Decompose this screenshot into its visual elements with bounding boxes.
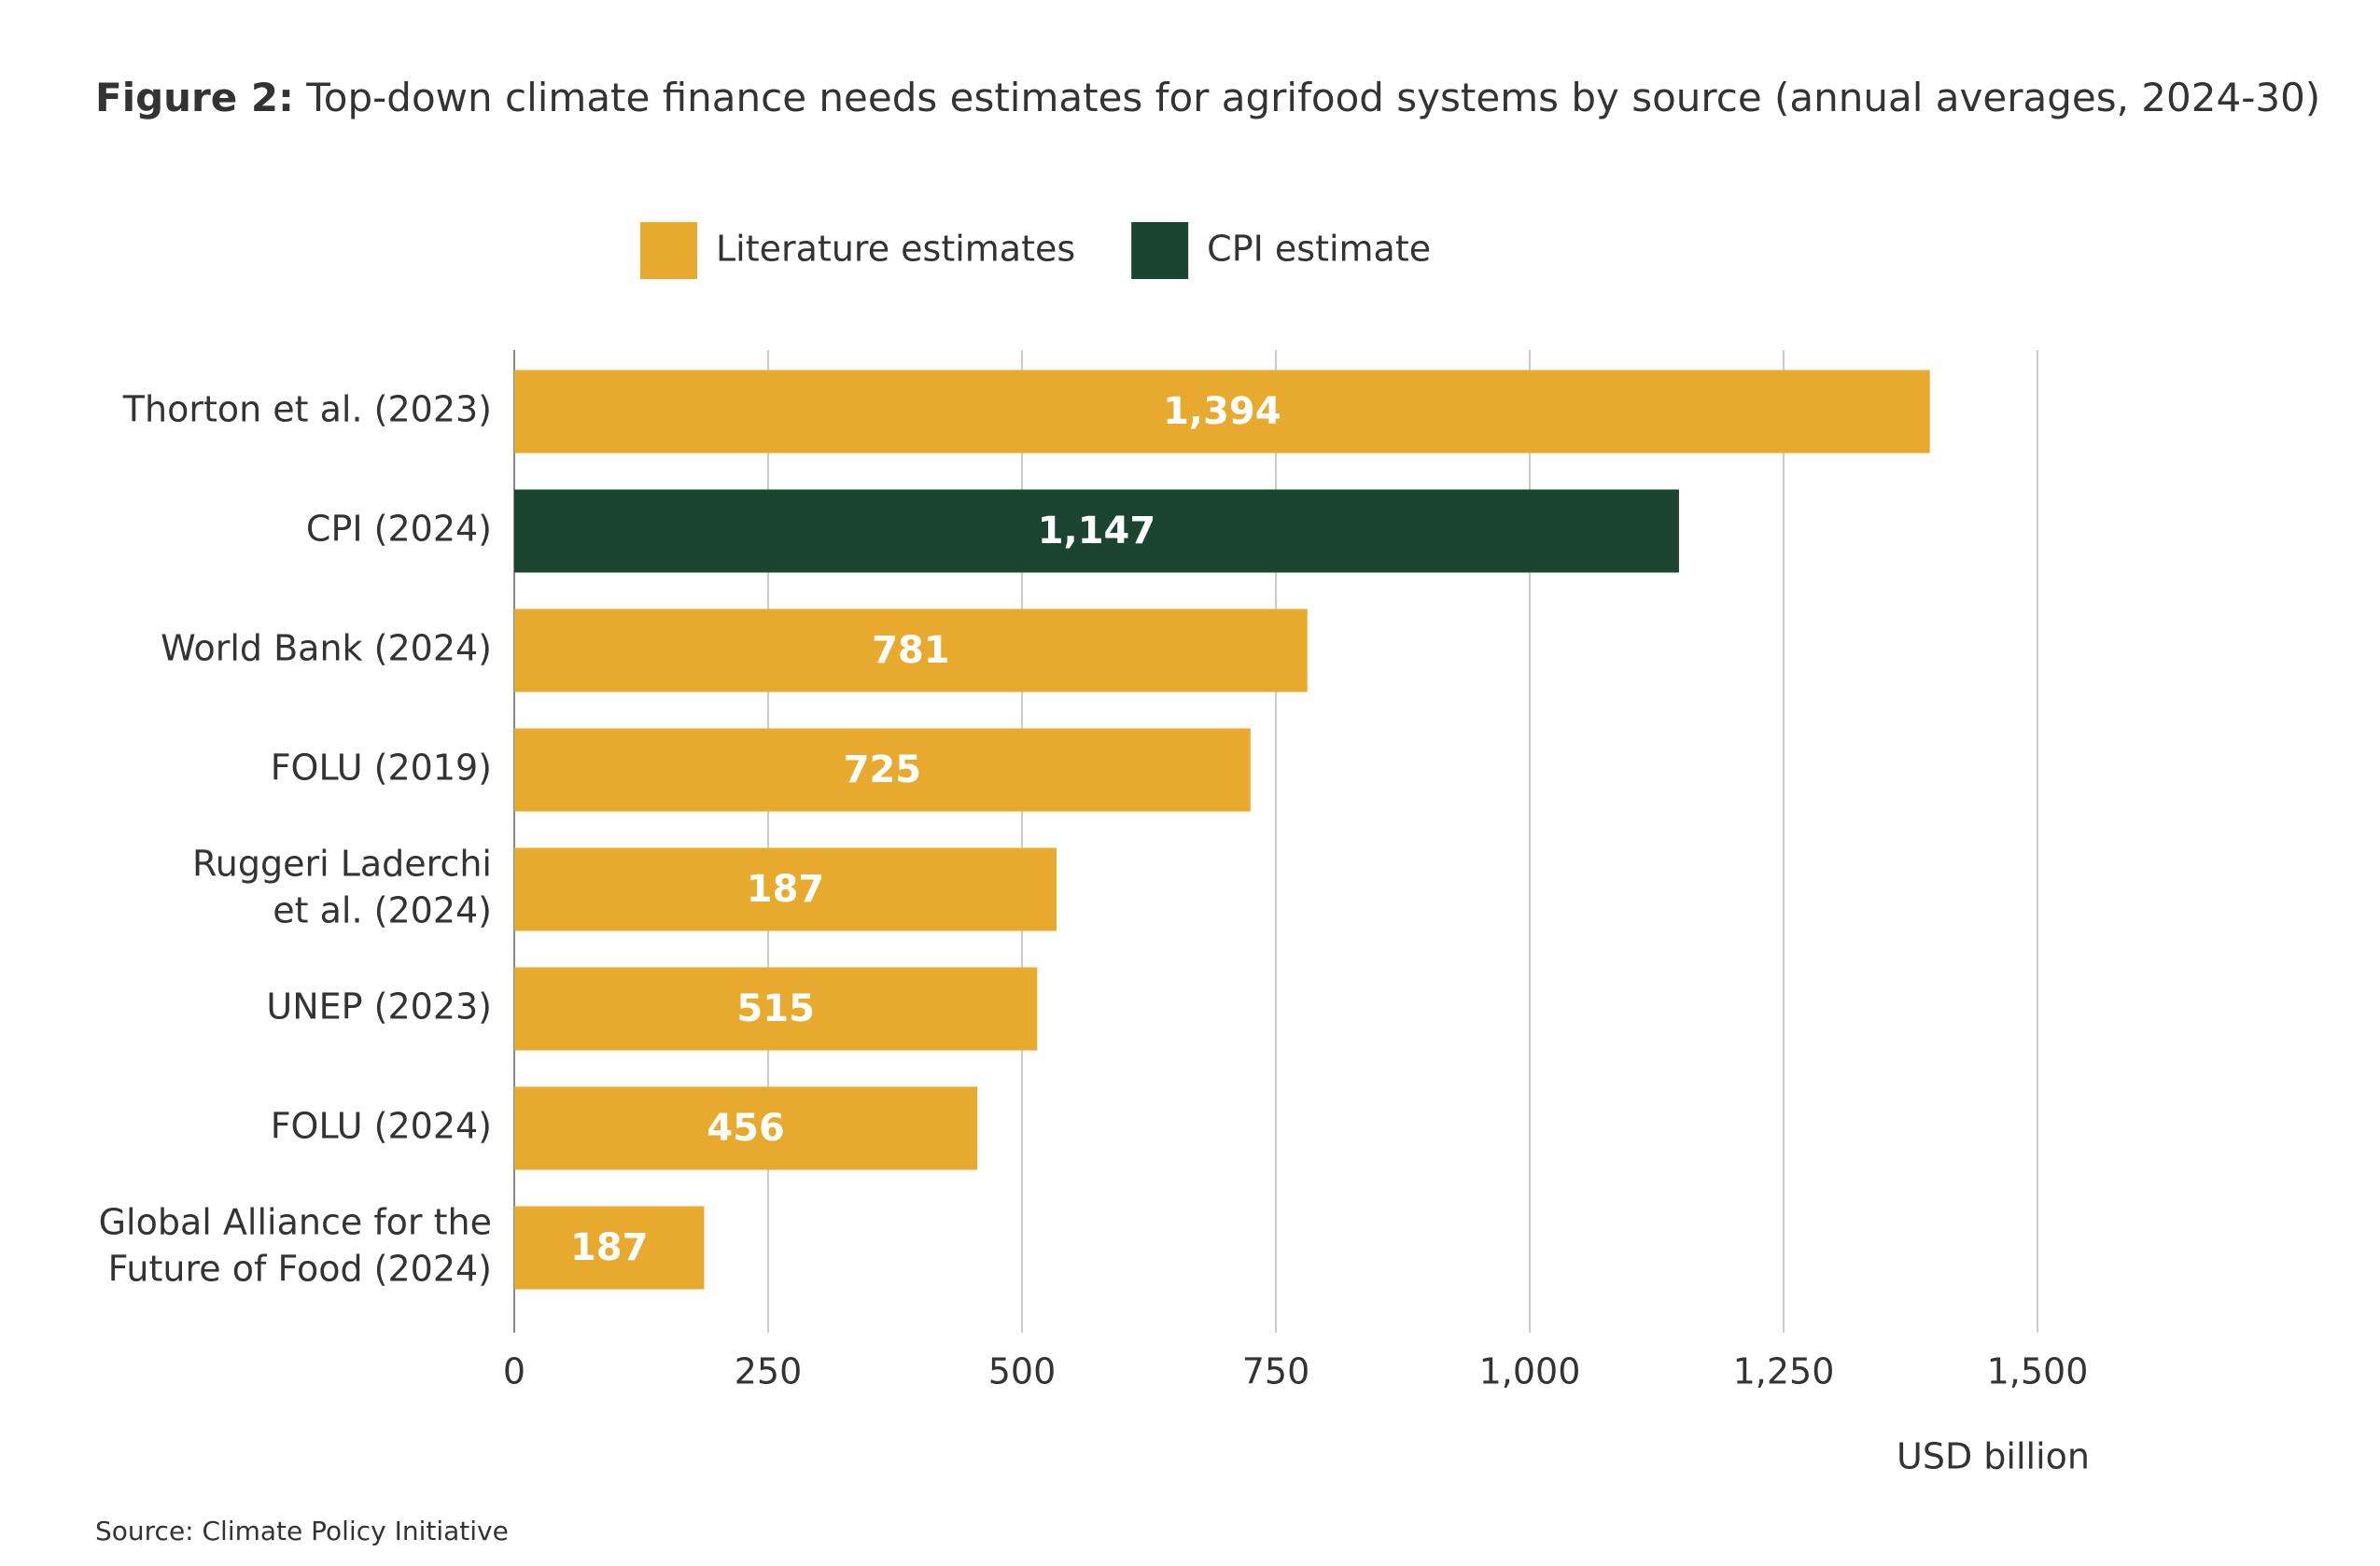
legend-label: CPI estimate [1207,229,1431,270]
y-tick-label: Future of Food (2024) [108,1249,492,1290]
legend-swatch [1131,222,1189,279]
bar [514,728,1251,812]
x-tick-label: 1,000 [1479,1351,1581,1392]
x-axis-label: USD billion [1897,1436,2090,1477]
bar [514,370,1930,454]
x-tick-label: 1,500 [1987,1351,2089,1392]
y-tick-label: Ruggeri Laderchi [192,844,492,885]
chart-title: Figure 2: Top-down climate finance needs… [95,75,2320,120]
data-label: 1,394 [1163,390,1281,433]
bar [514,489,1679,573]
y-tick-label: World Bank (2024) [161,628,492,669]
legend-swatch [640,222,697,279]
legend-label: Literature estimates [716,229,1075,270]
source: Source: Climate Policy Initiative [95,1516,509,1546]
bar [514,847,1057,931]
data-label: 515 [736,987,815,1030]
y-tick-label: FOLU (2019) [271,748,492,789]
x-tick-label: 750 [1242,1351,1310,1392]
bar [514,967,1038,1051]
y-tick-label: et al. (2024) [273,890,492,931]
data-label: 187 [747,868,825,911]
x-tick-label: 500 [988,1351,1057,1392]
x-tick-label: 0 [503,1351,525,1392]
bar [514,608,1308,692]
data-label: 781 [872,629,950,672]
data-label: 1,147 [1038,510,1156,552]
data-label: 456 [707,1107,785,1150]
y-tick-label: UNEP (2023) [266,986,492,1028]
y-tick-label: FOLU (2024) [271,1106,492,1147]
x-tick-label: 250 [735,1351,803,1392]
bar [514,1206,705,1290]
y-tick-label: Global Alliance for the [99,1202,492,1243]
data-label: 725 [844,748,922,791]
figure-label: Figure 2: [95,75,294,120]
title-text: Top-down climate finance needs estimates… [305,75,2320,120]
y-tick-label: CPI (2024) [306,509,492,550]
y-tick-label: Thorton et al. (2023) [122,389,492,430]
data-label: 187 [570,1226,649,1269]
bar [514,1086,978,1170]
x-tick-label: 1,250 [1733,1351,1835,1392]
